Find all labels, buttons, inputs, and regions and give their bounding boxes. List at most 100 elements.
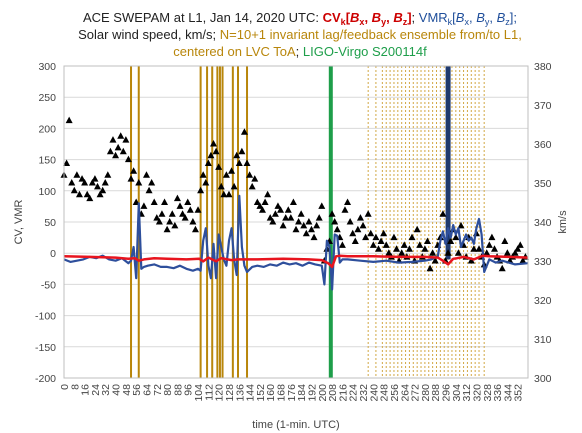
x-tick-label: 64	[141, 384, 153, 396]
speed-point	[251, 175, 259, 182]
title-segment: ,	[364, 10, 371, 25]
y-right-tick-label: 360	[534, 139, 552, 151]
speed-point	[354, 225, 362, 233]
x-tick-label: 104	[193, 384, 205, 402]
speed-point	[274, 202, 282, 209]
speed-point	[243, 159, 251, 166]
speed-point	[485, 241, 493, 248]
x-tick-label: 96	[183, 384, 195, 396]
title-segment: LIGO-Virgo S200114f	[303, 44, 427, 59]
speed-point	[112, 151, 120, 159]
speed-point	[514, 245, 522, 252]
speed-point	[362, 233, 370, 241]
speed-series	[60, 116, 529, 272]
speed-point	[367, 229, 375, 237]
speed-point	[344, 198, 352, 205]
speed-point	[106, 147, 114, 155]
speed-point	[511, 249, 519, 256]
y-left-tick-label: 50	[44, 217, 56, 229]
y-right-tick-label: 350	[534, 178, 552, 190]
title-segment: centered on LVC ToA	[173, 44, 296, 59]
speed-point	[63, 159, 71, 166]
speed-point	[452, 233, 460, 241]
title-line-1: ACE SWEPAM at L1, Jan 14, 2020 UTC: CVk[…	[83, 10, 517, 27]
title-segment: Solar wind speed, km/s;	[78, 27, 220, 42]
speed-point	[382, 241, 390, 248]
y-right-tick-label: 330	[534, 256, 552, 268]
x-tick-label: 32	[100, 384, 112, 396]
speed-point	[228, 167, 236, 174]
speed-point	[168, 210, 176, 217]
speed-point	[269, 218, 277, 225]
speed-point	[235, 159, 243, 166]
y-right-tick-label: 310	[534, 334, 552, 346]
speed-point	[173, 194, 181, 202]
speed-point	[181, 214, 189, 221]
x-tick-label: 16	[80, 384, 92, 396]
speed-point	[124, 155, 132, 163]
plot-frame	[63, 65, 529, 379]
speed-point	[282, 214, 290, 221]
speed-point	[117, 132, 125, 139]
speed-point	[300, 221, 308, 229]
x-tick-label: 208	[327, 384, 339, 402]
speed-point	[150, 198, 158, 205]
x-tick-label: 224	[348, 384, 360, 402]
title-segment: CV	[323, 10, 341, 25]
tick-labels: 300 250 200 150 100 50 0 -50 -100 -150 -200 380 370 3…	[35, 61, 552, 402]
title-segment: ,	[469, 10, 476, 25]
title-segment: B	[372, 10, 381, 25]
speed-point	[328, 210, 336, 217]
y-left-tick-label: -200	[35, 373, 56, 385]
speed-point	[331, 218, 339, 225]
speed-point	[287, 214, 295, 221]
speed-point	[166, 218, 174, 225]
speed-point	[307, 225, 315, 233]
title-segment: [	[346, 10, 351, 25]
speed-point	[86, 194, 94, 202]
x-tick-label: 72	[152, 384, 164, 396]
x-tick-label: 216	[337, 384, 349, 402]
speed-point	[377, 237, 385, 244]
speed-point	[315, 214, 323, 221]
x-tick-label: 168	[276, 384, 288, 402]
x-tick-label: 152	[255, 384, 267, 402]
speed-point	[423, 237, 431, 244]
vmr-line	[63, 194, 529, 291]
title-segment: z	[505, 17, 510, 27]
speed-point	[155, 218, 163, 225]
title-segment: B	[456, 10, 465, 25]
speed-point	[99, 186, 107, 194]
speed-point	[400, 241, 408, 248]
title-segment: VMR	[419, 10, 448, 25]
x-tick-label: 352	[513, 384, 525, 402]
speed-point	[230, 182, 238, 190]
speed-point	[88, 179, 96, 186]
speed-point	[501, 237, 509, 244]
x-tick-label: 40	[111, 384, 123, 396]
speed-point	[135, 179, 143, 186]
x-tick-label: 200	[317, 384, 329, 402]
x-tick-label: 320	[471, 384, 483, 402]
y-left-tick-label: 300	[38, 61, 56, 73]
speed-point	[279, 221, 287, 229]
speed-point	[408, 233, 416, 241]
x-tick-label: 24	[90, 384, 102, 396]
speed-point	[390, 233, 398, 241]
y-left-tick-label: -50	[41, 279, 56, 291]
speed-point	[70, 186, 78, 194]
speed-point	[292, 225, 300, 233]
speed-point	[302, 229, 310, 237]
speed-point	[284, 206, 292, 213]
line-series	[63, 194, 529, 291]
x-tick-label: 56	[131, 384, 143, 396]
speed-point	[305, 218, 313, 225]
ensemble-lines	[130, 66, 485, 378]
speed-point	[210, 140, 218, 147]
bar-group	[445, 66, 451, 260]
speed-point	[457, 221, 465, 229]
speed-point	[258, 206, 266, 213]
y-left-tick-label: 100	[38, 186, 56, 198]
x-tick-label: 144	[245, 384, 257, 402]
speed-point	[405, 245, 413, 252]
